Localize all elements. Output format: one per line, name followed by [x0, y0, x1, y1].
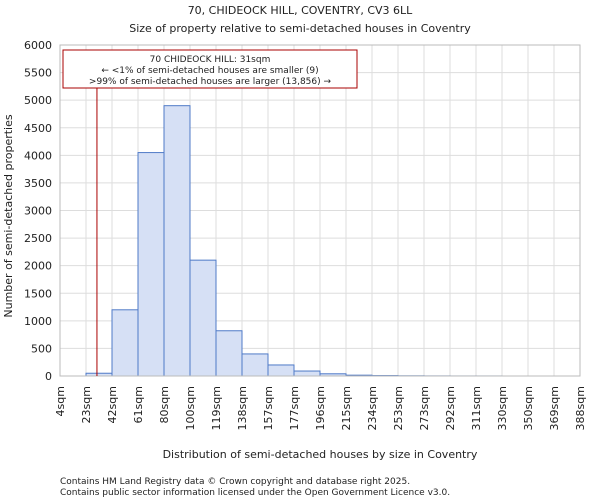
annotation-box: 70 CHIDEOCK HILL: 31sqm ← <1% of semi-de… [62, 49, 358, 89]
x-tick-label: 42sqm [106, 386, 119, 423]
x-tick-label: 61sqm [132, 386, 145, 423]
y-tick-label: 4000 [24, 149, 52, 162]
annotation-line2: ← <1% of semi-detached houses are smalle… [101, 66, 318, 76]
x-tick-label: 369sqm [548, 386, 561, 430]
x-tick-label: 253sqm [392, 386, 405, 430]
x-tick-label: 215sqm [340, 386, 353, 430]
x-axis-label: Distribution of semi-detached houses by … [163, 448, 478, 461]
x-tick-label: 311sqm [470, 386, 483, 430]
y-tick-layer: 0 500 1000 1500 2000 2500 3000 3500 4000 4500 5000… [24, 39, 52, 383]
y-tick-label: 3500 [24, 177, 52, 190]
x-tick-label: 177sqm [288, 386, 301, 430]
y-tick-label: 6000 [24, 39, 52, 52]
x-tick-label: 80sqm [158, 386, 171, 423]
y-tick-label: 1000 [24, 315, 52, 328]
y-tick-label: 5000 [24, 94, 52, 107]
annotation-line1: 70 CHIDEOCK HILL: 31sqm [150, 55, 271, 65]
bar-119sqm [215, 330, 243, 377]
x-tick-label: 292sqm [444, 386, 457, 430]
x-tick-label: 138sqm [236, 386, 249, 430]
bar-177sqm [293, 370, 321, 377]
bar-157sqm [267, 364, 295, 377]
bar-138sqm [241, 353, 269, 377]
footer-line2: Contains public sector information licen… [60, 488, 450, 498]
x-tick-label: 234sqm [366, 386, 379, 430]
bar-61sqm [137, 152, 165, 377]
y-tick-label: 500 [31, 342, 52, 355]
footer-line1: Contains HM Land Registry data © Crown c… [60, 477, 410, 487]
x-tick-label: 119sqm [210, 386, 223, 430]
plot-frame [59, 44, 581, 377]
bar-80sqm [163, 105, 191, 377]
x-tick-label: 273sqm [418, 386, 431, 430]
annotation-line3: >99% of semi-detached houses are larger … [89, 77, 332, 87]
y-tick-label: 1500 [24, 287, 52, 300]
x-tick-label: 388sqm [574, 386, 587, 430]
y-tick-label: 2500 [24, 232, 52, 245]
y-tick-label: 0 [45, 370, 52, 383]
x-tick-label: 157sqm [262, 386, 275, 430]
y-tick-label: 2000 [24, 260, 52, 273]
y-axis-label: Number of semi-detached properties [2, 114, 15, 317]
chart-title-line1: 70, CHIDEOCK HILL, COVENTRY, CV3 6LL [188, 4, 413, 17]
bar-100sqm [189, 259, 217, 377]
x-tick-label: 196sqm [314, 386, 327, 430]
y-tick-label: 4500 [24, 122, 52, 135]
y-tick-label: 5500 [24, 67, 52, 80]
x-tick-label: 23sqm [80, 386, 93, 423]
bar-42sqm [111, 309, 139, 377]
x-tick-label: 4sqm [54, 386, 67, 416]
x-tick-label: 330sqm [496, 386, 509, 430]
x-tick-label: 100sqm [184, 386, 197, 430]
bar-layer [85, 105, 503, 377]
chart-title-line2: Size of property relative to semi-detach… [129, 22, 471, 35]
x-tick-layer: 4sqm 23sqm 42sqm 61sqm 80sqm 100sqm 119sqm 138s… [54, 386, 587, 430]
y-tick-label: 3000 [24, 205, 52, 218]
x-tick-label: 350sqm [522, 386, 535, 430]
